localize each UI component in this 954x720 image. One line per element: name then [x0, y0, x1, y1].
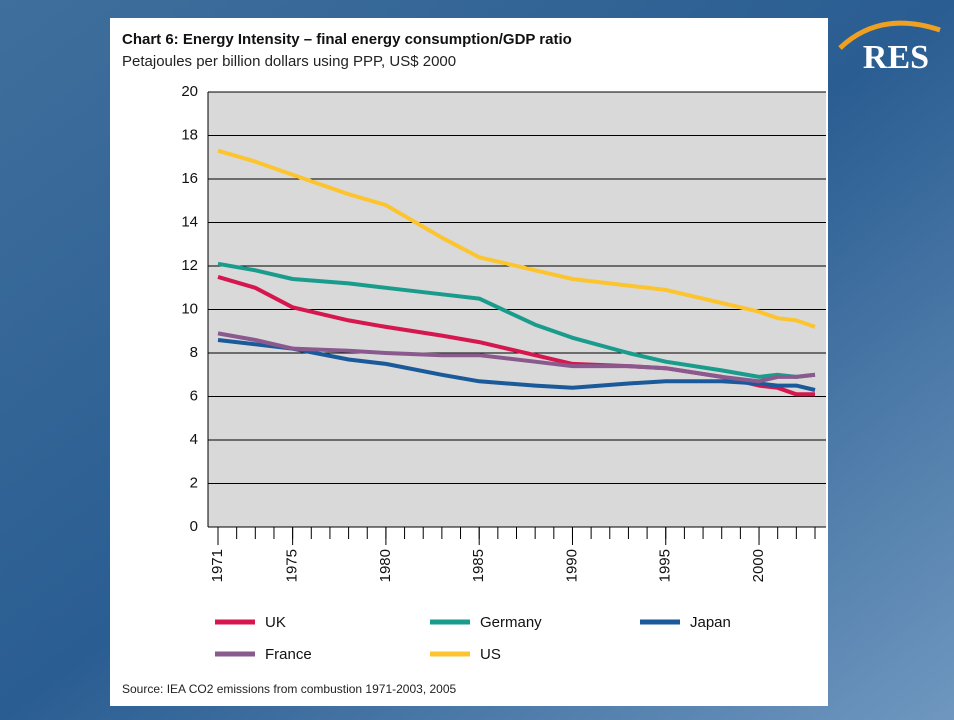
y-tick-label: 20: [181, 83, 198, 100]
series-line: [217, 331, 816, 384]
logo-arc: [838, 20, 941, 50]
x-tick-label: 1971: [209, 549, 226, 582]
x-tick-label: 2000: [750, 549, 767, 582]
y-tick-label: 8: [190, 344, 198, 361]
y-tick-label: 6: [190, 387, 198, 404]
y-tick-label: 16: [181, 170, 198, 187]
source: Source: IEA CO2 emissions from combustio…: [122, 682, 457, 696]
x-tick-label: 1980: [377, 549, 394, 582]
y-tick-label: 14: [181, 213, 198, 230]
y-tick-label: 2: [190, 474, 198, 491]
chart-subtitle: Petajoules per billion dollars using PPP…: [122, 53, 456, 70]
series-line: [217, 148, 816, 329]
y-tick-label: 0: [190, 518, 198, 535]
series-line: [217, 338, 816, 392]
y-tick-label: 4: [190, 431, 198, 448]
legend-label: France: [265, 646, 312, 663]
y-tick-label: 10: [181, 300, 198, 317]
chart-title: Chart 6: Energy Intensity – final energy…: [122, 31, 572, 48]
x-tick-label: 1990: [563, 549, 580, 582]
series-line: [217, 261, 816, 379]
legend-label: US: [480, 646, 501, 663]
x-tick-label: 1985: [470, 549, 487, 582]
legend-label: Germany: [480, 614, 542, 631]
y-tick-label: 12: [181, 257, 198, 274]
x-tick-label: 1975: [284, 549, 301, 582]
y-tick-label: 18: [181, 126, 198, 143]
logo: RES: [863, 39, 929, 76]
legend-label: Japan: [690, 614, 731, 631]
series-line: [217, 274, 815, 397]
legend-label: UK: [265, 614, 286, 631]
x-tick-label: 1995: [657, 549, 674, 582]
